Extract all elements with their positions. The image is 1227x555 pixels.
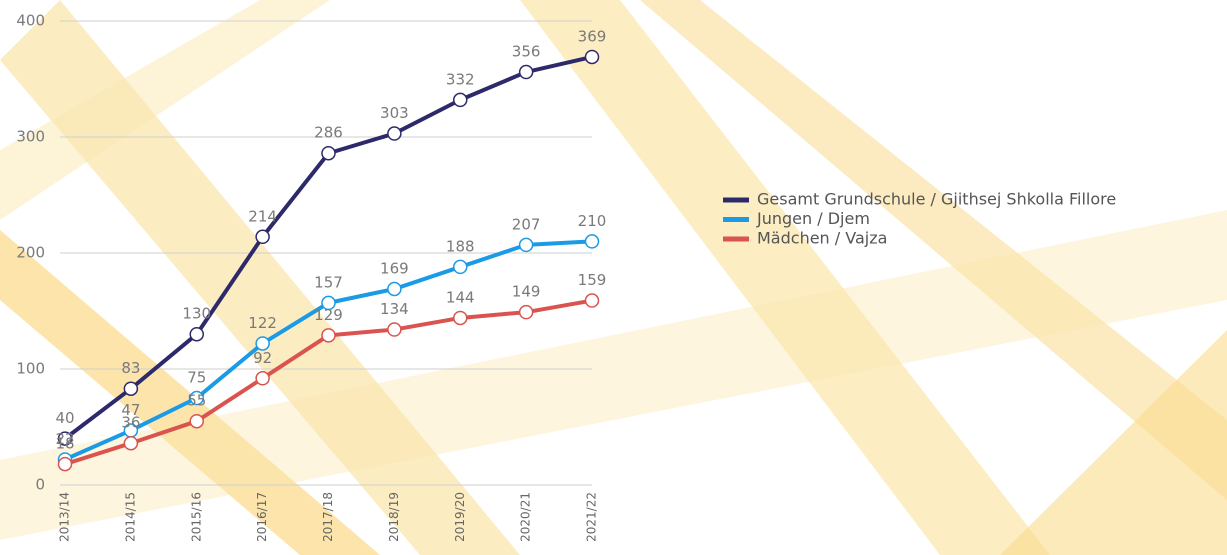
data-point [387,126,402,141]
data-label: 356 [512,43,541,61]
data-point [518,64,534,80]
data-point [453,310,468,326]
x-tick-label: 2013/14 [58,492,72,542]
data-label: 129 [314,306,343,324]
data-point [584,293,600,308]
data-label: 169 [380,259,409,277]
data-point [518,304,534,320]
data-label: 303 [380,104,409,122]
y-tick-label: 200 [16,244,45,262]
x-tick-label: 2017/18 [321,492,335,542]
data-point [123,435,139,451]
data-point [255,229,270,245]
stripe [0,0,520,555]
data-point [255,336,270,351]
data-label: 157 [314,273,343,291]
data-label: 144 [446,288,475,306]
data-label: 75 [187,369,206,387]
data-point [123,381,139,396]
data-label: 55 [187,392,206,410]
data-label: 188 [446,237,475,255]
legend-label: Gesamt Grundschule / Gjithsej Shkolla Fi… [757,190,1116,209]
stripe [0,230,380,555]
stripe [640,0,1227,500]
stripe [1000,330,1227,555]
data-point [189,413,204,429]
data-label: 36 [121,414,140,432]
data-point [453,92,468,108]
x-tick-label: 2015/16 [189,492,203,542]
data-point [321,328,336,343]
stripe [0,210,1227,540]
data-label: 214 [248,207,277,225]
x-tick-label: 2016/17 [255,492,269,542]
data-label: 286 [314,124,343,142]
x-tick-label: 2019/20 [453,492,467,542]
legend-swatch [723,217,749,222]
data-label: 83 [121,359,140,377]
data-label: 122 [248,314,277,332]
data-point [584,234,600,249]
data-label: 22 [55,430,74,448]
y-tick-label: 0 [35,476,45,494]
data-label: 332 [446,70,475,88]
data-point [189,326,204,342]
x-tick-label: 2018/19 [387,492,401,542]
y-tick-label: 100 [16,360,45,378]
x-tick-label: 2014/15 [123,492,137,542]
data-label: 47 [121,401,140,419]
x-tick-label: 2020/21 [519,492,533,542]
y-tick-label: 300 [16,128,45,146]
stripe [0,0,330,220]
data-point [453,259,468,275]
data-point [387,281,402,297]
data-label: 130 [182,305,211,323]
stripe [520,0,1050,555]
y-tick-label: 400 [16,12,45,30]
data-point [518,237,534,253]
data-point [321,295,336,311]
legend-label: Jungen / Djem [756,209,870,228]
data-label: 149 [512,283,541,301]
data-label: 134 [380,300,409,318]
legend-label: Mädchen / Vajza [757,229,887,248]
legend-swatch [723,197,749,203]
data-label: 369 [578,27,607,45]
x-tick-label: 2021/22 [585,492,599,542]
data-point [189,390,204,406]
data-label: 207 [512,215,541,233]
data-label: 159 [578,271,607,289]
data-point [57,456,73,472]
data-point [57,431,73,446]
data-label: 210 [578,212,607,230]
data-label: 92 [253,349,272,367]
data-point [321,145,336,161]
legend-swatch [723,236,749,242]
data-label: 18 [55,435,74,453]
data-point [387,322,402,337]
data-point [584,49,600,65]
data-point [255,371,270,386]
data-label: 40 [55,409,74,427]
